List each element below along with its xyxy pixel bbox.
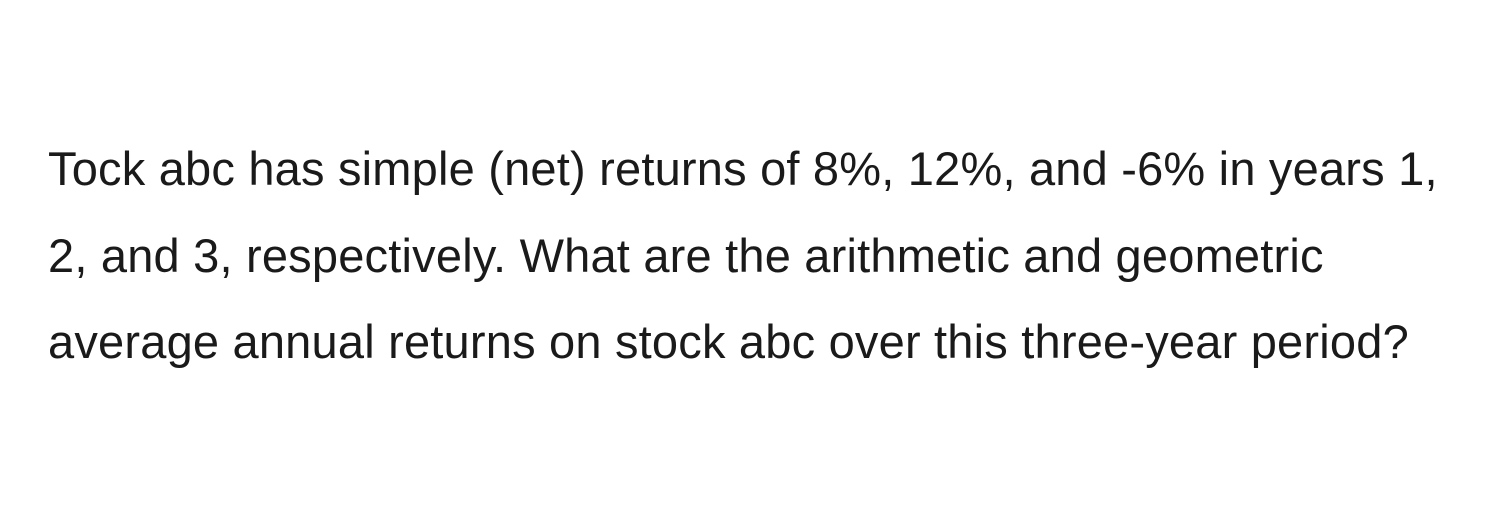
question-text: Tock abc has simple (net) returns of 8%,… (48, 126, 1452, 387)
